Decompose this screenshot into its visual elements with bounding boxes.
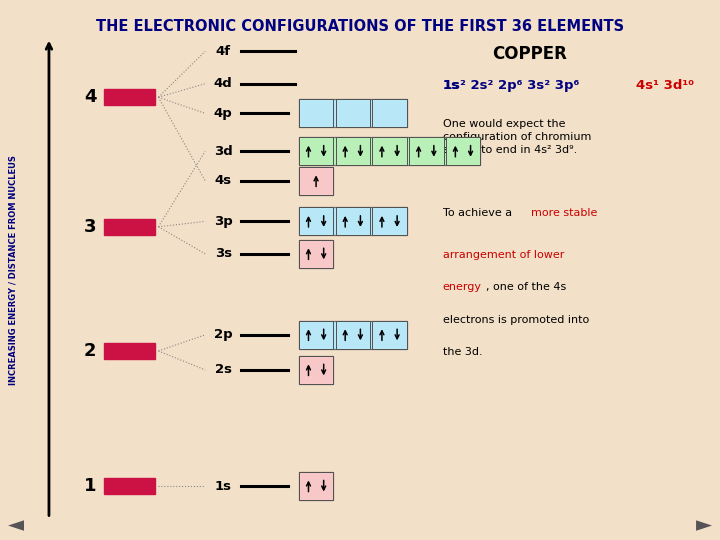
Bar [299, 472, 333, 500]
Bar [299, 137, 333, 165]
Text: 1s: 1s [215, 480, 232, 492]
Bar [299, 167, 333, 195]
Text: THE ELECTRONIC CONFIGURATIONS OF THE FIRST 36 ELEMENTS: THE ELECTRONIC CONFIGURATIONS OF THE FIR… [96, 19, 624, 34]
Text: COPPER: COPPER [492, 45, 567, 63]
Text: 3p: 3p [214, 215, 233, 228]
Text: 1s² 2s² 2p⁶ 3s² 3p⁶: 1s² 2s² 2p⁶ 3s² 3p⁶ [443, 79, 584, 92]
Text: To achieve a: To achieve a [443, 208, 516, 218]
Bar [336, 207, 370, 235]
Text: 2s: 2s [215, 363, 232, 376]
Text: 2: 2 [84, 342, 96, 360]
Bar [299, 321, 333, 349]
Text: , one of the 4s: , one of the 4s [486, 282, 566, 293]
Bar [409, 137, 444, 165]
Text: 2p: 2p [214, 328, 233, 341]
Bar [336, 137, 370, 165]
Text: the 3d.: the 3d. [443, 347, 482, 357]
Bar [299, 207, 407, 235]
Bar [299, 99, 333, 127]
Text: 4p: 4p [214, 107, 233, 120]
Text: 3d: 3d [214, 145, 233, 158]
Text: ◄: ◄ [8, 515, 24, 535]
Text: 3: 3 [84, 218, 96, 236]
Bar [299, 207, 333, 235]
Bar [299, 240, 333, 268]
Bar [446, 137, 480, 165]
Bar [104, 219, 155, 235]
Bar [336, 321, 370, 349]
Text: One would expect the
configuration of chromium
atoms to end in 4s² 3d⁹.: One would expect the configuration of ch… [443, 119, 591, 155]
Text: more stable: more stable [531, 208, 597, 218]
Text: 4: 4 [84, 88, 96, 106]
Bar [336, 99, 370, 127]
Bar [372, 321, 407, 349]
Text: 4d: 4d [214, 77, 233, 90]
Bar [104, 478, 155, 494]
Bar [299, 99, 407, 127]
Text: arrangement of lower: arrangement of lower [443, 250, 564, 260]
Bar [372, 137, 407, 165]
Bar [104, 343, 155, 359]
Bar [299, 356, 333, 384]
Bar [104, 89, 155, 105]
Bar [299, 472, 333, 500]
Bar [372, 207, 407, 235]
Bar [299, 167, 333, 195]
Text: 1: 1 [84, 477, 96, 495]
Text: 3s: 3s [215, 247, 232, 260]
Text: INCREASING ENERGY / DISTANCE FROM NUCLEUS: INCREASING ENERGY / DISTANCE FROM NUCLEU… [9, 155, 17, 385]
Text: electrons is promoted into: electrons is promoted into [443, 315, 589, 325]
Bar [372, 99, 407, 127]
Text: ►: ► [696, 515, 712, 535]
Bar [299, 356, 333, 384]
Text: 4s: 4s [215, 174, 232, 187]
Bar [299, 321, 407, 349]
Text: 4s¹ 3d¹⁰: 4s¹ 3d¹⁰ [636, 79, 694, 92]
Text: 1s: 1s [443, 79, 460, 92]
Text: 4f: 4f [215, 45, 231, 58]
Text: energy: energy [443, 282, 482, 293]
Bar [299, 240, 333, 268]
Bar [299, 137, 480, 165]
